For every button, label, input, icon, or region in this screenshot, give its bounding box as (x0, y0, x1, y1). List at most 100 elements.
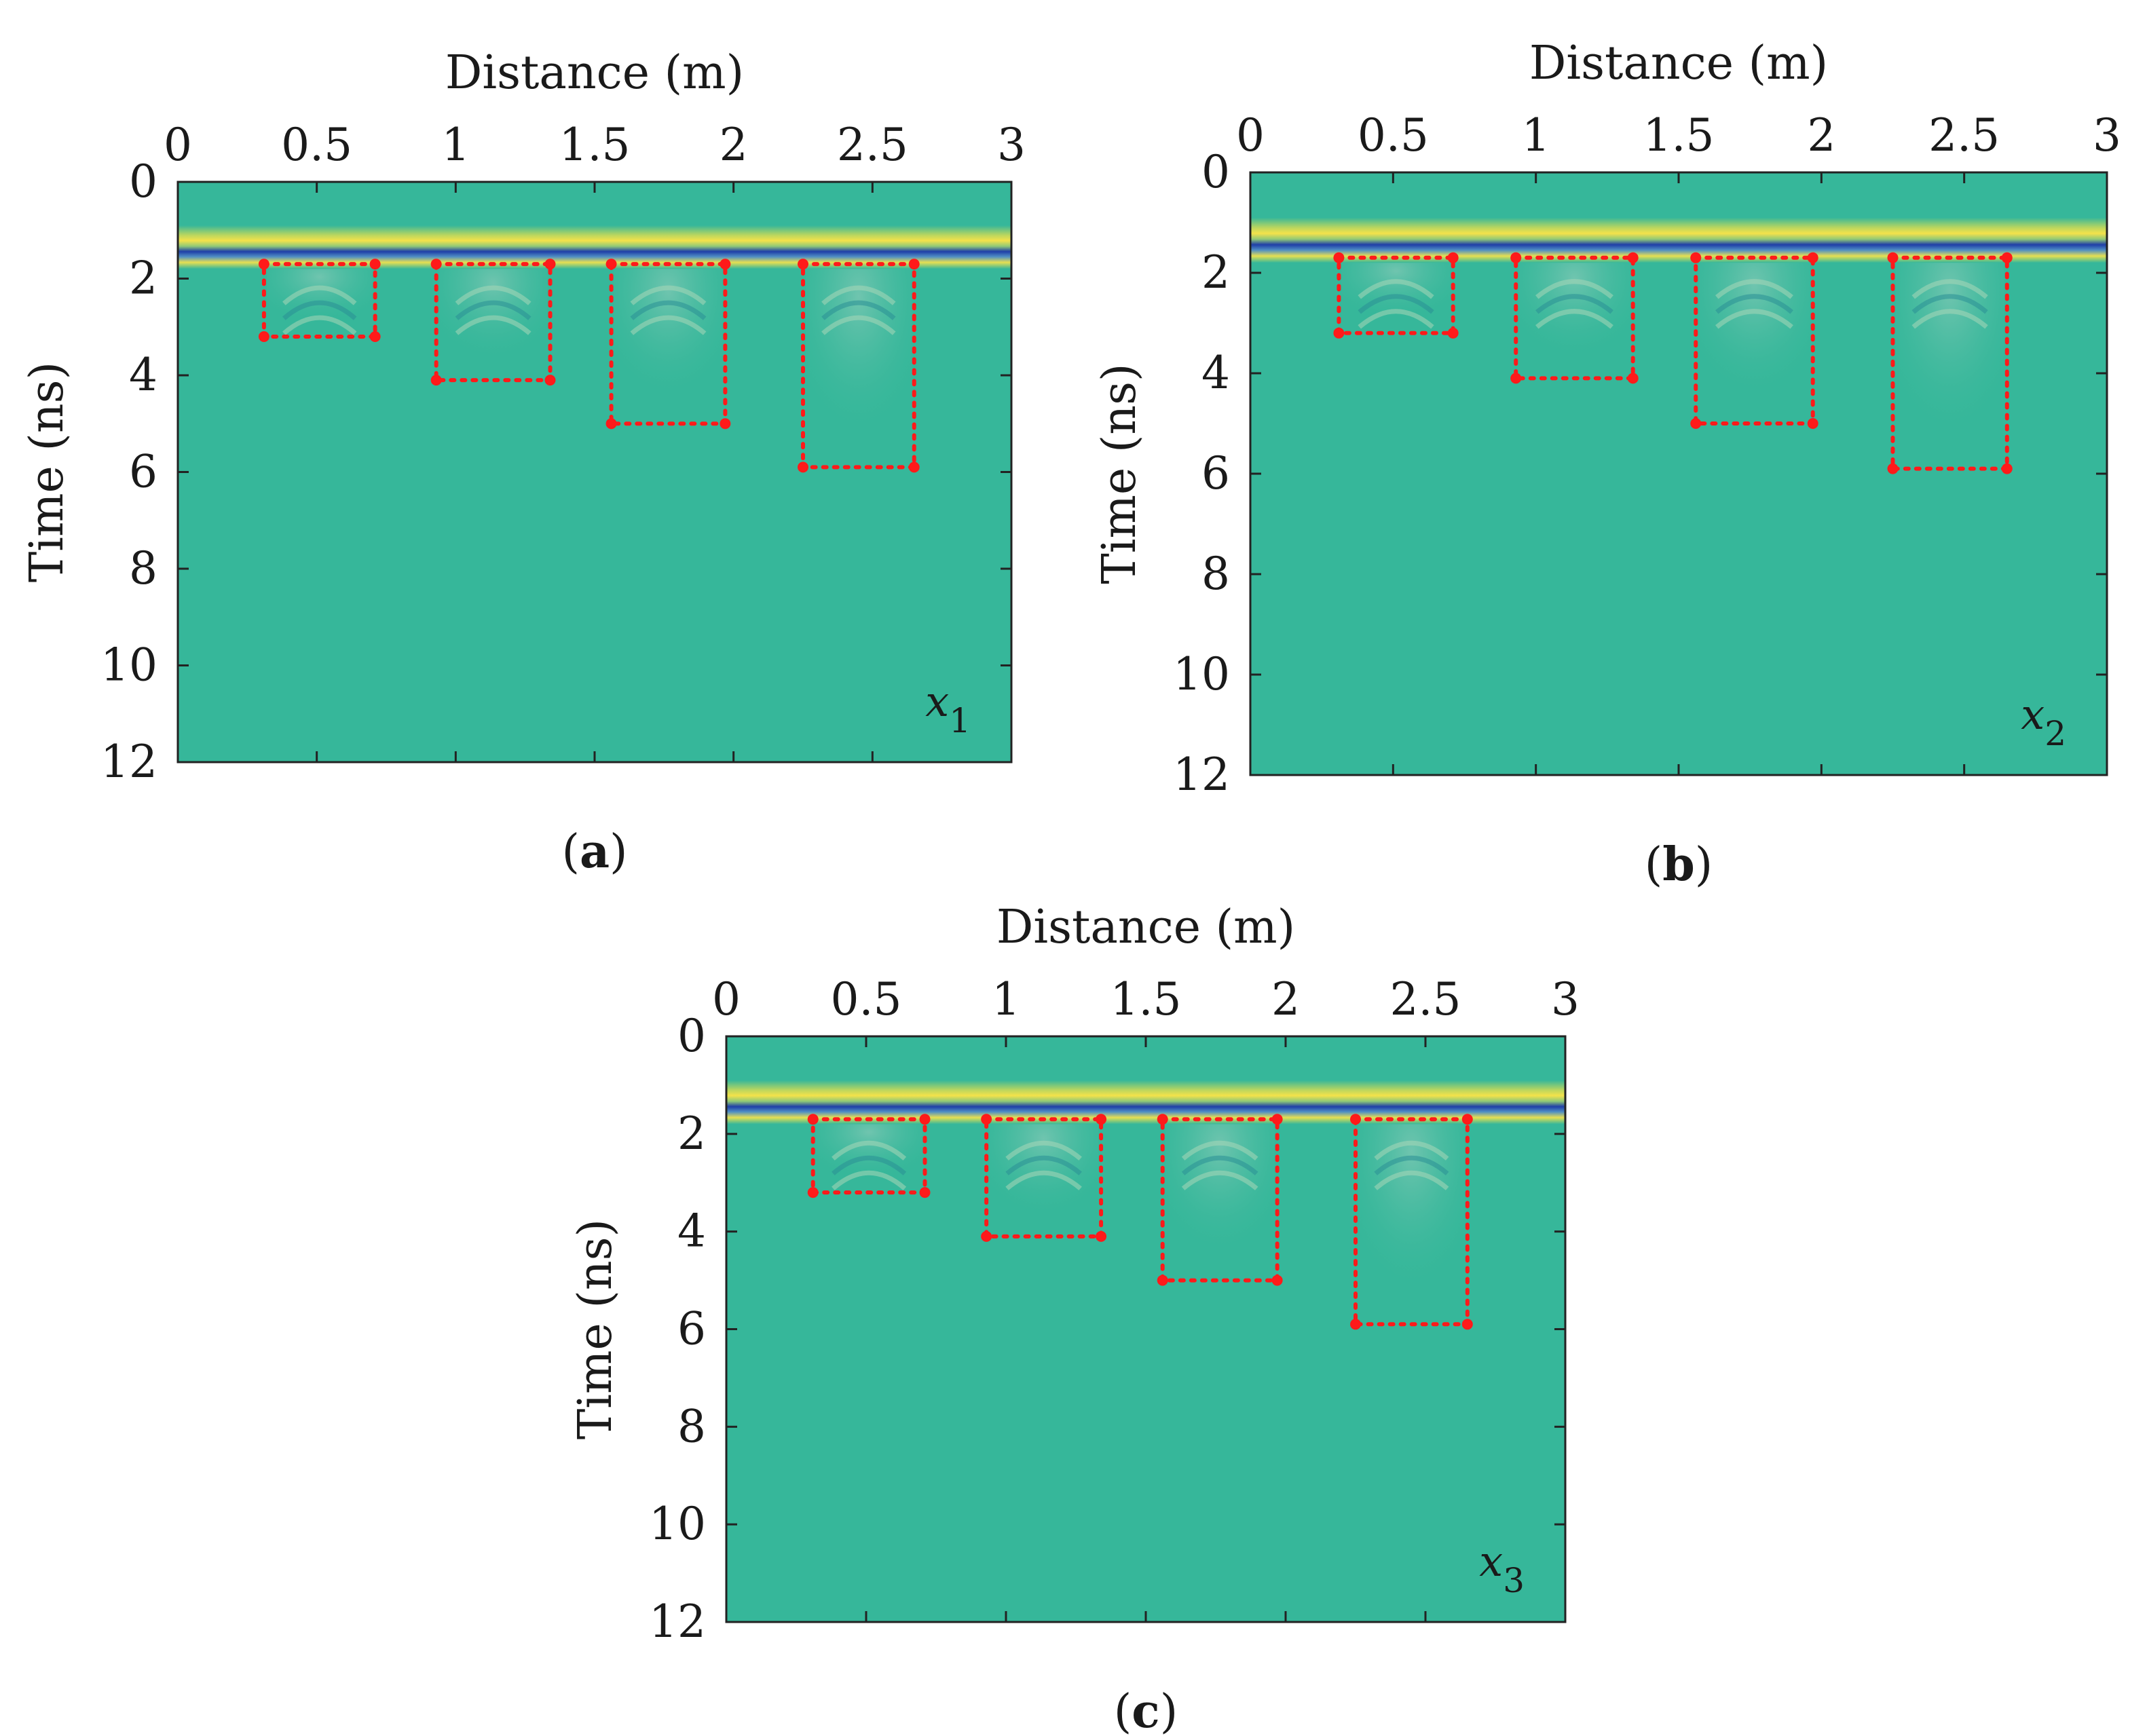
hyperbola-arc (630, 285, 707, 305)
target-box-3 (1160, 1117, 1280, 1283)
box-corner-dot (258, 259, 269, 270)
hyperbola-arc (1715, 279, 1793, 299)
box-corner-dot (1627, 373, 1639, 384)
box-corner-dot (1096, 1114, 1107, 1125)
hyperbola-arc (1374, 1140, 1449, 1161)
x-tick-label: 0 (712, 973, 741, 1025)
x-tick-label: 3 (997, 119, 1026, 171)
y-tick-label: 4 (1201, 347, 1230, 399)
box-corner-dot (981, 1114, 992, 1125)
box-corner-dot (258, 331, 269, 342)
box-corner-dot (1333, 327, 1345, 339)
box-corner-dot (2001, 252, 2013, 263)
hyperbola-arc (1005, 1140, 1082, 1161)
x-tick-label: 3 (2093, 109, 2121, 162)
target-box-1 (1337, 255, 1455, 335)
x-tick-label: 1.5 (559, 119, 631, 171)
box-corner-dot (605, 418, 617, 430)
x-tick-label: 2.5 (1928, 109, 2000, 162)
box-corner-dot (1333, 252, 1345, 263)
target-signature (1518, 260, 1630, 376)
target-signature (1698, 260, 1810, 421)
target-box-1 (261, 262, 377, 339)
x-tick-label: 3 (1551, 973, 1580, 1025)
x-tick-label: 1 (992, 973, 1020, 1025)
box-corner-dot (807, 1114, 819, 1125)
x-axis-title: Distance (m) (1529, 37, 1828, 90)
box-corner-dot (1887, 463, 1899, 474)
variable-label: x3 (1479, 1536, 1525, 1600)
box-corner-dot (1461, 1319, 1473, 1330)
y-tick-label: 2 (129, 252, 157, 305)
x-tick-label: 0.5 (281, 119, 352, 171)
target-box-2 (984, 1117, 1104, 1239)
y-tick-label: 0 (129, 155, 157, 208)
hyperbola-arc (832, 1140, 907, 1161)
box-corner-dot (807, 1187, 819, 1199)
target-signature (1358, 1122, 1465, 1322)
surface-reflection-band (1250, 217, 2107, 263)
box-corner-dot (430, 259, 442, 270)
y-tick-label: 12 (649, 1596, 706, 1648)
x-tick-label: 0 (1236, 109, 1265, 162)
hyperbola-arc (1358, 279, 1434, 299)
hyperbola-arc (821, 285, 896, 305)
hyperbola-arc (832, 1170, 907, 1190)
y-tick-label: 2 (677, 1108, 706, 1160)
y-axis-ticks: 0 2 4 6 8 10 12 (100, 155, 1011, 788)
hyperbola-arc (1005, 1170, 1082, 1190)
box-corner-dot (1447, 252, 1459, 263)
box-corner-dot (430, 375, 442, 386)
x-tick-label: 2 (1807, 109, 1835, 162)
y-tick-label: 12 (1173, 749, 1230, 801)
box-corner-dot (1350, 1114, 1361, 1125)
box-corner-dot (1350, 1319, 1361, 1330)
panel-a: 0 0.5 1 1.5 2 2.5 3 0 2 4 6 8 10 12 Distance (m) Tim… (20, 46, 1026, 879)
box-corner-dot (908, 461, 920, 473)
hyperbola-arc (821, 300, 896, 320)
x-tick-label: 2.5 (1390, 973, 1461, 1025)
box-corner-dot (1096, 1230, 1107, 1242)
x-axis-title: Distance (m) (445, 46, 744, 100)
box-corner-dot (544, 259, 556, 270)
box-corner-dot (798, 461, 808, 473)
box-corner-dot (919, 1187, 931, 1199)
x-tick-label: 2 (1271, 973, 1300, 1025)
x-axis-ticks: 0 0.5 1 1.5 2 2.5 3 (1236, 109, 2121, 775)
y-tick-label: 6 (1201, 447, 1230, 499)
hyperbola-arc (821, 315, 896, 335)
box-corner-dot (1271, 1275, 1283, 1286)
x-tick-label: 1 (441, 119, 470, 171)
hyperbola-arc (1911, 294, 1988, 314)
box-corner-dot (1510, 252, 1522, 263)
x-axis-ticks: 0 0.5 1 1.5 2 2.5 3 (164, 119, 1026, 762)
target-box-2 (1514, 255, 1635, 381)
target-box-4 (801, 262, 916, 470)
box-corner-dot (1690, 418, 1702, 429)
y-tick-label: 4 (129, 349, 157, 401)
box-corner-dot (981, 1230, 992, 1242)
hyperbola-arc (1715, 294, 1793, 314)
surface-reflection-band (726, 1080, 1565, 1125)
box-corner-dot (919, 1114, 931, 1125)
hyperbola-arc (1181, 1155, 1258, 1175)
hyperbola-arc (1535, 294, 1613, 314)
hyperbola-arc (630, 315, 707, 335)
y-tick-label: 0 (677, 1010, 706, 1062)
target-signature (1165, 1122, 1275, 1278)
box-corner-dot (908, 259, 920, 270)
panel-b: 0 0.5 1 1.5 2 2.5 3 0 2 4 6 8 10 12 Distance (m) Tim… (1093, 37, 2121, 892)
x-axis-ticks: 0 0.5 1 1.5 2 2.5 3 (712, 973, 1580, 1622)
box-corner-dot (1807, 418, 1818, 429)
box-corner-dot (369, 331, 381, 342)
x-tick-label: 2 (720, 119, 748, 171)
box-corner-dot (1447, 327, 1459, 339)
hyperbola-arc (1374, 1170, 1449, 1190)
hyperbola-arc (1358, 309, 1434, 329)
hyperbola-arc (1181, 1140, 1258, 1161)
y-tick-label: 10 (649, 1498, 706, 1550)
x-tick-label: 1.5 (1110, 973, 1182, 1025)
y-axis-ticks: 0 2 4 6 8 10 12 (649, 1010, 1565, 1648)
x-tick-label: 1.5 (1643, 109, 1715, 162)
target-signature (438, 267, 548, 378)
